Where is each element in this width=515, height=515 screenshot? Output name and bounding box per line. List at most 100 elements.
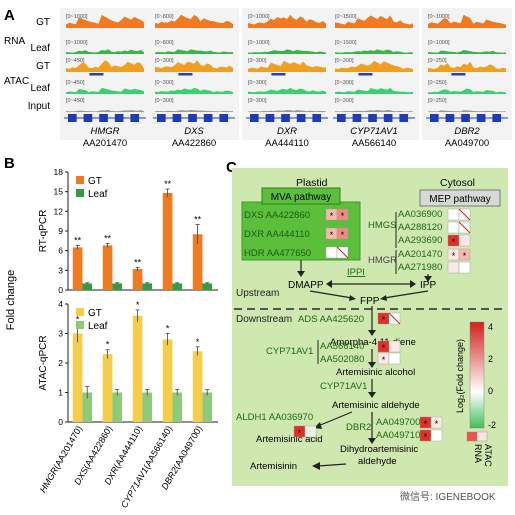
scale-tick-0: 0	[488, 386, 493, 396]
legend-label-leaf: Leaf	[88, 189, 108, 200]
fpp-label: FPP	[360, 296, 380, 307]
hmgs-id-1: AA036900	[398, 209, 442, 220]
track-range-label: [0~250]	[428, 80, 447, 86]
gene-accession: AA422860	[172, 138, 216, 149]
bar-leaf	[202, 283, 212, 290]
y-tick-label: 12	[54, 206, 64, 216]
gene-exon	[157, 114, 166, 122]
ippi-label: IPPI	[347, 267, 365, 278]
track-range-label: [0~1000]	[66, 40, 88, 46]
row-label-3: Leaf	[31, 83, 51, 94]
legend-label-gt: GT	[88, 308, 102, 319]
track-range-label: [0~300]	[248, 80, 267, 86]
significance-mark: **	[104, 233, 112, 243]
panel-b-shared-ylabel: Fold change	[5, 270, 17, 331]
heat-star: *	[424, 432, 428, 442]
track-range-label: [0~1500]	[335, 14, 357, 20]
gene-exon	[430, 114, 439, 122]
dmapp-label: DMAPP	[288, 280, 324, 291]
gene-name: DXS	[184, 126, 204, 137]
track-signal	[66, 87, 144, 94]
heat-star: *	[382, 355, 386, 365]
bar-leaf	[142, 392, 152, 422]
bar-leaf	[172, 283, 182, 290]
track-range-label: [0~300]	[155, 80, 174, 86]
ipp-label: IPP	[420, 280, 436, 291]
track-signal	[335, 60, 413, 72]
cyp71av1-label-1: CYP71AV1	[266, 346, 313, 357]
heat-star: *	[452, 237, 456, 247]
gene-exon	[265, 114, 275, 122]
bar-gt	[192, 351, 203, 422]
track-range-label: [0~800]	[155, 40, 174, 46]
mva-pathway-badge	[261, 187, 341, 205]
track-range-label: [0~300]	[248, 58, 267, 64]
track-signal	[66, 60, 144, 72]
y-tick-label: 15	[54, 187, 64, 197]
y-tick-label: 1	[58, 388, 63, 398]
mva-pathway-label: MVA pathway	[271, 192, 331, 203]
heat-star: *	[298, 428, 302, 438]
atac-qpcr-chart: 0 1 2 3 4 ATAC-qPCR * * * * * GT Leaf	[38, 299, 218, 427]
bar-gt	[132, 315, 143, 422]
heat-cell-rna	[447, 221, 460, 234]
track-range-label: [0~1500]	[335, 40, 357, 46]
significance-mark: **	[74, 235, 82, 245]
artemisinin-label: Artemisinin	[250, 461, 297, 472]
track-range-label: [0~250]	[428, 58, 447, 64]
gene-exon	[492, 114, 502, 122]
track-range-label: [0~1000]	[428, 14, 450, 20]
track-range-label: [0~800]	[155, 14, 174, 20]
gene-exon	[130, 114, 140, 122]
bar-leaf	[82, 392, 92, 422]
gene-exon	[99, 114, 108, 122]
track-signal	[155, 49, 233, 54]
y-tick-label: 3	[58, 265, 63, 275]
panel-b-letter: B	[4, 155, 15, 172]
cyp71av1-label-2: CYP71AV1	[320, 381, 367, 392]
rt-qpcr-chart: 0 3 6 9 12 15 18 RT-qPCR ** ** ** ** ** GT Leaf	[38, 167, 218, 295]
col-label-atac: ATAC	[483, 444, 493, 467]
col-label-rna: RNA	[473, 444, 483, 463]
chart-ylabel: ATAC-qPCR	[38, 335, 49, 390]
legend-swatch-gt	[76, 176, 84, 184]
heat-slash	[388, 312, 401, 325]
heat-cell-atac	[336, 227, 349, 240]
heatmap-cells: * * * * * * * * * * * * * *	[293, 208, 471, 442]
track-range-label: [0~300]	[155, 98, 174, 104]
track-signal	[66, 109, 144, 112]
aldh1-gene: ALDH1 AA036970	[236, 412, 313, 423]
hdr-gene: HDR AA477650	[244, 248, 311, 259]
heat-cell-atac	[458, 248, 471, 261]
cytosol-label: Cytosol	[440, 177, 475, 189]
track-signal	[335, 109, 413, 112]
ads-gene: ADS AA425620	[298, 314, 364, 325]
track-signal	[155, 87, 233, 94]
track-signal	[428, 49, 506, 54]
heat-star: *	[330, 230, 334, 240]
row-label-0: GT	[36, 17, 50, 28]
track-signal	[248, 49, 326, 54]
gene-exon	[68, 114, 77, 122]
track-signal	[248, 14, 326, 28]
bar-gt	[102, 245, 113, 290]
bar-leaf	[112, 283, 122, 290]
significance-mark: *	[76, 315, 80, 325]
peak-marker	[178, 73, 193, 76]
heat-star: *	[463, 251, 467, 261]
gene-exon	[296, 114, 306, 122]
dxs-gene: DXS AA422860	[244, 210, 310, 221]
gene-exon	[83, 114, 93, 122]
gene-exon	[250, 114, 259, 122]
y-tick-label: 2	[58, 358, 63, 368]
gene-name: HMGR	[90, 126, 119, 137]
cyp71av1-id-2: AA502080	[320, 354, 364, 365]
scale-tick-neg2: -2	[488, 420, 496, 430]
gene-accession: AA049700	[445, 138, 489, 149]
panel-a-tracks: GT Leaf GT Leaf Input RNA ATAC [0~1000] [0~1000]…	[4, 8, 512, 149]
bar-leaf	[142, 283, 152, 290]
dbr2-id-1: AA049700	[376, 417, 420, 428]
bar-leaf	[172, 392, 182, 422]
gene-exon	[337, 114, 346, 122]
